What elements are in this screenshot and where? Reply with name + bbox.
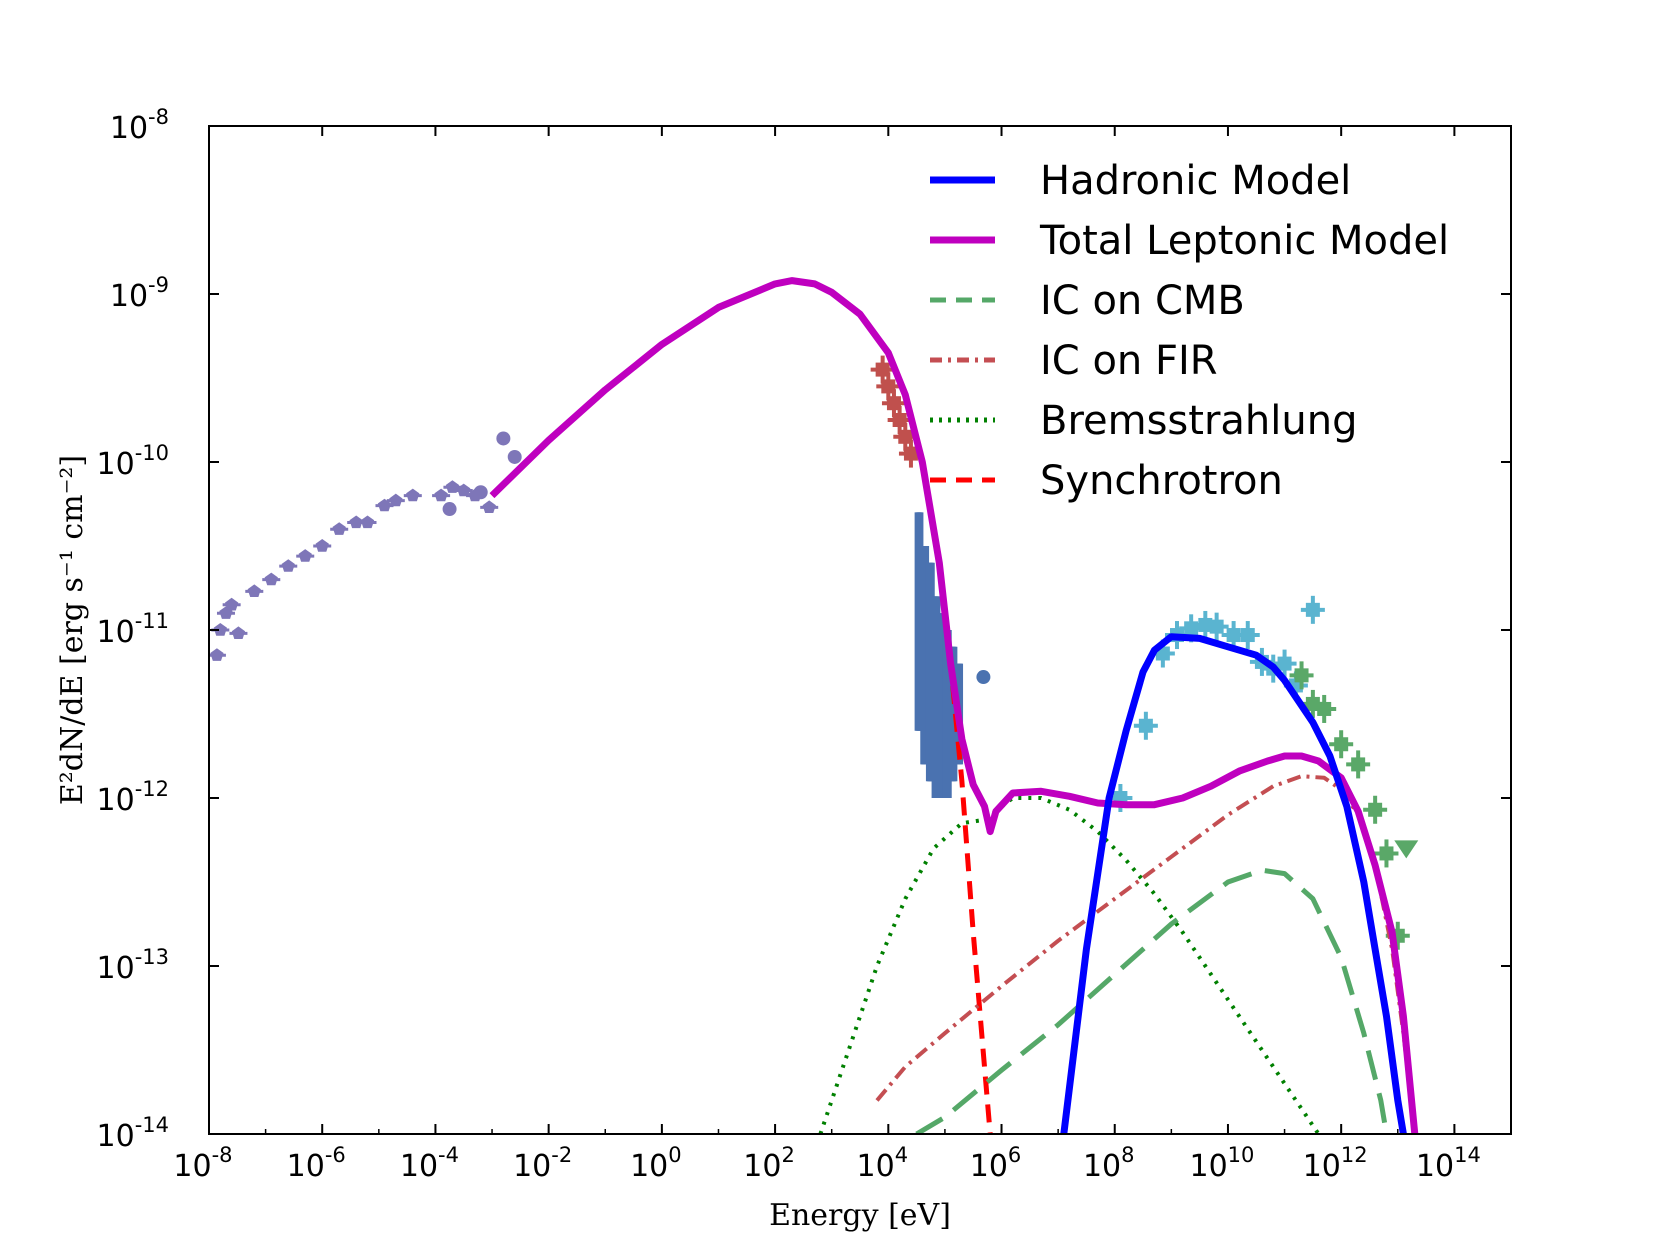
data-point bbox=[1209, 619, 1224, 634]
legend-label: IC on CMB bbox=[1040, 278, 1245, 324]
data-point bbox=[898, 429, 913, 444]
x-axis-label: Energy [eV] bbox=[769, 1198, 951, 1233]
data-point bbox=[881, 379, 896, 394]
data-point bbox=[406, 488, 420, 502]
y-tick-label: 10-14 bbox=[97, 1113, 170, 1154]
data-point bbox=[1240, 628, 1255, 643]
x-tick-label: 1012 bbox=[1303, 1143, 1368, 1184]
x-tick-label: 1014 bbox=[1416, 1143, 1481, 1184]
data-point bbox=[1226, 628, 1241, 643]
series-line-hadronic-model bbox=[1060, 633, 1407, 1134]
x-tick-label: 102 bbox=[743, 1143, 795, 1184]
x-tick-label: 104 bbox=[857, 1143, 909, 1184]
plot-area bbox=[209, 277, 1419, 1134]
data-point bbox=[332, 522, 346, 535]
data-point bbox=[315, 539, 329, 552]
data-point bbox=[1334, 737, 1349, 752]
legend-label: IC on FIR bbox=[1040, 338, 1218, 384]
x-tick-label: 108 bbox=[1083, 1143, 1135, 1184]
y-tick-label: 10-12 bbox=[97, 777, 170, 818]
data-point bbox=[434, 488, 448, 502]
data-point bbox=[1351, 757, 1366, 772]
data-set-gamma-hess bbox=[1289, 661, 1419, 950]
data-point bbox=[903, 446, 918, 461]
data-point bbox=[1368, 802, 1383, 817]
series-line-bremsstrahlung bbox=[818, 796, 1321, 1134]
data-point bbox=[482, 500, 496, 513]
y-tick-label: 10-9 bbox=[110, 273, 169, 314]
plot-frame bbox=[208, 125, 1512, 1135]
x-tick-label: 10-4 bbox=[400, 1143, 459, 1184]
data-point bbox=[298, 549, 312, 562]
series-line-total-leptonic-model bbox=[489, 277, 1419, 1134]
data-point bbox=[247, 584, 261, 597]
data-point bbox=[473, 485, 488, 500]
data-point bbox=[360, 515, 375, 529]
legend-label: Total Leptonic Model bbox=[1039, 218, 1449, 264]
y-tick-label: 10-10 bbox=[97, 441, 170, 482]
series-line-ic-on-cmb bbox=[915, 867, 1389, 1134]
x-tick-label: 10-8 bbox=[173, 1143, 232, 1184]
legend: Hadronic Model Total Leptonic Model IC on … bbox=[930, 158, 1449, 504]
y-tick-label: 10-11 bbox=[97, 609, 170, 650]
data-point bbox=[1317, 701, 1332, 716]
data-point bbox=[442, 502, 457, 517]
data-point bbox=[875, 362, 890, 377]
legend-label: Hadronic Model bbox=[1040, 158, 1351, 204]
data-point bbox=[886, 396, 901, 411]
data-point bbox=[1379, 846, 1394, 861]
data-point bbox=[225, 597, 239, 611]
data-point bbox=[496, 431, 511, 446]
y-tick-label: 10-8 bbox=[110, 105, 169, 146]
data-point bbox=[389, 493, 403, 507]
data-set-radio bbox=[209, 431, 522, 661]
data-point bbox=[281, 559, 295, 572]
x-tick-label: 1010 bbox=[1189, 1143, 1254, 1184]
x-tick-label: 100 bbox=[630, 1143, 682, 1184]
legend-label: Synchrotron bbox=[1040, 458, 1283, 504]
data-point bbox=[1138, 718, 1153, 733]
data-point bbox=[976, 670, 991, 685]
plot-content bbox=[209, 277, 1419, 1134]
data-point bbox=[892, 413, 907, 427]
data-point bbox=[213, 623, 227, 636]
data-point bbox=[231, 626, 246, 639]
axis-ticks: 10-8 10-6 10-4 10-2 100 102 104 106 108 1010 1012 1… bbox=[97, 105, 1512, 1184]
x-tick-label: 10-6 bbox=[287, 1143, 346, 1184]
y-tick-label: 10-13 bbox=[97, 945, 170, 986]
data-point bbox=[457, 483, 471, 497]
data-upper-limit bbox=[1394, 840, 1419, 859]
x-tick-label: 10-2 bbox=[513, 1143, 572, 1184]
data-point bbox=[349, 515, 363, 529]
data-set-x-ray-soft bbox=[870, 355, 923, 468]
data-point bbox=[507, 449, 522, 464]
legend-label: Bremsstrahlung bbox=[1040, 398, 1357, 444]
data-point bbox=[1305, 602, 1320, 617]
data-point bbox=[1277, 656, 1292, 671]
x-tick-label: 106 bbox=[970, 1143, 1022, 1184]
data-point bbox=[264, 572, 278, 586]
data-point bbox=[1294, 668, 1309, 683]
data-point bbox=[210, 648, 224, 661]
y-axis-label: E²dN/dE [erg s⁻¹ cm⁻²] bbox=[55, 455, 90, 805]
